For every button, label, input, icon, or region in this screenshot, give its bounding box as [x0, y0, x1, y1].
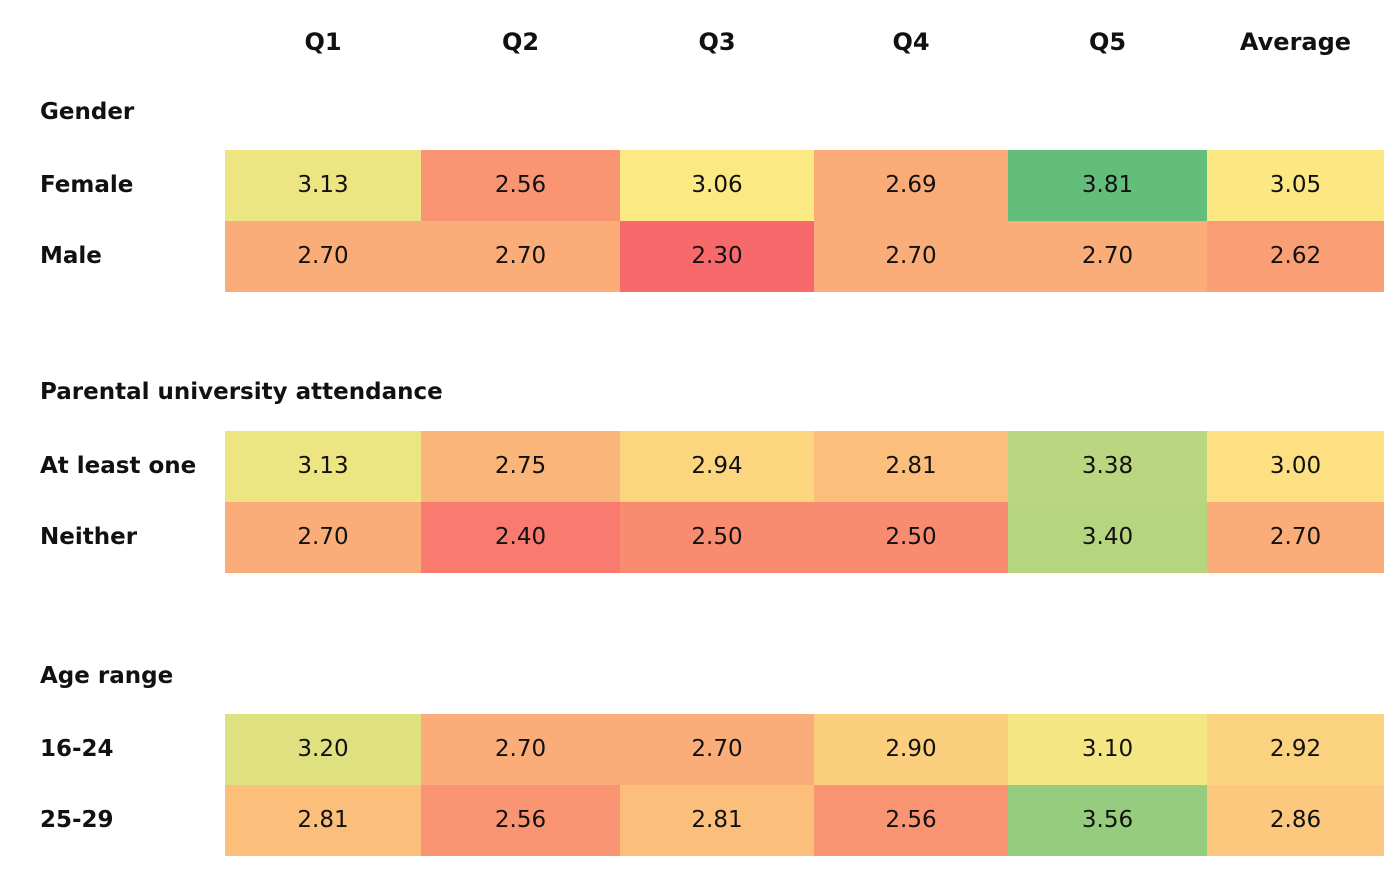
heatmap-cell: 2.70 [1207, 502, 1384, 573]
heatmap-cell: 3.00 [1207, 431, 1384, 502]
heatmap-cell: 3.13 [225, 150, 421, 221]
heatmap-cell: 2.56 [421, 150, 620, 221]
heatmap-cell: 2.70 [421, 714, 620, 785]
column-header-q5: Q5 [1088, 28, 1127, 56]
column-header-q4: Q4 [892, 28, 930, 56]
heatmap-cell: 2.70 [421, 221, 620, 292]
heatmap-cell: 3.81 [1008, 150, 1207, 221]
heatmap-cell: 2.81 [814, 431, 1008, 502]
heatmap-cell: 2.40 [421, 502, 620, 573]
heatmap-cell: 2.81 [225, 785, 421, 856]
heatmap-cell: 2.56 [814, 785, 1008, 856]
heatmap-cell: 2.75 [421, 431, 620, 502]
heatmap-cell: 2.70 [1008, 221, 1207, 292]
heatmap-cell: 3.40 [1008, 502, 1207, 573]
heatmap-cell: 3.10 [1008, 714, 1207, 785]
heatmap-cell: 2.50 [814, 502, 1008, 573]
row-label-25-29: 25-29 [40, 807, 114, 833]
heatmap-cell: 2.90 [814, 714, 1008, 785]
heatmap-cell: 2.70 [225, 502, 421, 573]
heatmap-cell: 2.70 [620, 714, 814, 785]
heatmap-cell: 3.56 [1008, 785, 1207, 856]
row-label-16-24: 16-24 [40, 736, 114, 762]
heatmap-cell: 2.70 [225, 221, 421, 292]
column-header-q1: Q1 [304, 28, 342, 56]
heatmap-cell: 2.30 [620, 221, 814, 292]
heatmap-cell: 2.81 [620, 785, 814, 856]
group-label-age-range: Age range [40, 663, 174, 689]
heatmap-cell: 2.92 [1207, 714, 1384, 785]
row-label-male: Male [40, 243, 102, 269]
heatmap-cell: 2.62 [1207, 221, 1384, 292]
heatmap-cell: 3.05 [1207, 150, 1384, 221]
column-header-q2: Q2 [501, 28, 540, 56]
heatmap-cell: 3.38 [1008, 431, 1207, 502]
row-label-neither: Neither [40, 524, 138, 550]
heatmap-cell: 2.50 [620, 502, 814, 573]
row-label-female: Female [40, 172, 134, 198]
row-label-at-least-one: At least one [40, 453, 197, 479]
group-label-gender: Gender [40, 99, 135, 125]
heatmap-cell: 2.86 [1207, 785, 1384, 856]
group-label-parental-university-attendance: Parental university attendance [40, 379, 443, 405]
heatmap-cell: 2.94 [620, 431, 814, 502]
heatmap-cell: 3.06 [620, 150, 814, 221]
heatmap-cell: 2.56 [421, 785, 620, 856]
heatmap-cell: 2.70 [814, 221, 1008, 292]
heatmap-cell: 2.69 [814, 150, 1008, 221]
column-header-q3: Q3 [698, 28, 736, 56]
heatmap-cell: 3.20 [225, 714, 421, 785]
column-header-average: Average [1239, 28, 1352, 56]
heatmap-cell: 3.13 [225, 431, 421, 502]
